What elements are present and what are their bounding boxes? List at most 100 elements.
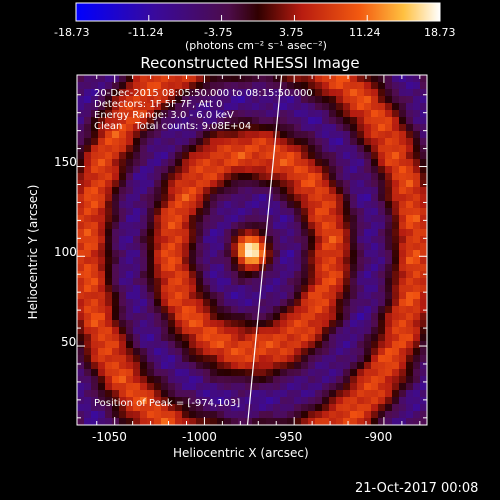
heatmap-cell — [385, 292, 393, 300]
heatmap-cell — [308, 159, 316, 167]
heatmap-cell — [287, 173, 295, 181]
heatmap-cell — [406, 201, 414, 209]
heatmap-cell — [147, 341, 155, 349]
heatmap-cell — [217, 131, 225, 139]
heatmap-cell — [77, 292, 85, 300]
heatmap-cell — [406, 82, 414, 90]
heatmap-cell — [364, 110, 372, 118]
heatmap-cell — [252, 236, 260, 244]
heatmap-cell — [119, 103, 127, 111]
heatmap-cell — [133, 173, 141, 181]
heatmap-cell — [140, 180, 148, 188]
heatmap-cell — [84, 285, 92, 293]
heatmap-cell — [210, 404, 218, 412]
heatmap-cell — [189, 166, 197, 174]
heatmap-cell — [119, 222, 127, 230]
heatmap-cell — [378, 89, 386, 97]
heatmap-cell — [98, 257, 106, 265]
heatmap-cell — [350, 397, 358, 405]
heatmap-cell — [350, 341, 358, 349]
heatmap-cell — [371, 110, 379, 118]
heatmap-cell — [357, 180, 365, 188]
heatmap-cell — [287, 257, 295, 265]
heatmap-cell — [385, 257, 393, 265]
heatmap-cell — [399, 334, 407, 342]
heatmap-cell — [308, 341, 316, 349]
heatmap-cell — [392, 292, 400, 300]
heatmap-cell — [280, 236, 288, 244]
heatmap-cell — [224, 390, 232, 398]
heatmap-cell — [385, 327, 393, 335]
heatmap-cell — [378, 362, 386, 370]
heatmap-cell — [175, 264, 183, 272]
heatmap-cell — [385, 411, 393, 419]
heatmap-cell — [350, 131, 358, 139]
heatmap-cell — [259, 96, 267, 104]
heatmap-cell — [294, 313, 302, 321]
heatmap-cell — [91, 166, 99, 174]
heatmap-cell — [224, 278, 232, 286]
heatmap-cell — [147, 159, 155, 167]
heatmap-cell — [329, 243, 337, 251]
heatmap-cell — [182, 362, 190, 370]
heatmap-cell — [343, 180, 351, 188]
heatmap-cell — [259, 411, 267, 419]
heatmap-cell — [301, 145, 309, 153]
heatmap-cell — [308, 348, 316, 356]
heatmap-cell — [126, 334, 134, 342]
heatmap-cell — [308, 229, 316, 237]
heatmap-cell — [133, 208, 141, 216]
heatmap-cell — [77, 180, 85, 188]
heatmap-cell — [105, 152, 113, 160]
heatmap-cell — [273, 194, 281, 202]
heatmap-cell — [294, 383, 302, 391]
heatmap-cell — [336, 376, 344, 384]
heatmap-cell — [364, 320, 372, 328]
heatmap-cell — [161, 404, 169, 412]
heatmap-cell — [154, 306, 162, 314]
heatmap-cell — [182, 320, 190, 328]
heatmap-cell — [140, 152, 148, 160]
heatmap-cell — [175, 117, 183, 125]
heatmap-cell — [126, 131, 134, 139]
heatmap-cell — [336, 222, 344, 230]
heatmap-cell — [343, 390, 351, 398]
heatmap-cell — [378, 397, 386, 405]
heatmap-cell — [224, 159, 232, 167]
heatmap-cell — [98, 117, 106, 125]
heatmap-cell — [413, 173, 421, 181]
heatmap-cell — [224, 215, 232, 223]
heatmap-cell — [287, 341, 295, 349]
heatmap-cell — [133, 152, 141, 160]
heatmap-cell — [203, 117, 211, 125]
heatmap-cell — [98, 250, 106, 258]
heatmap-cell — [273, 131, 281, 139]
heatmap-cell — [112, 117, 120, 125]
heatmap-cell — [329, 383, 337, 391]
heatmap-cell — [315, 208, 323, 216]
heatmap-cell — [385, 208, 393, 216]
heatmap-cell — [91, 306, 99, 314]
heatmap-cell — [252, 124, 260, 132]
heatmap-cell — [315, 376, 323, 384]
x-tick-label: -900 — [365, 430, 393, 444]
heatmap-cell — [238, 306, 246, 314]
heatmap-cell — [287, 397, 295, 405]
heatmap-cell — [336, 320, 344, 328]
heatmap-cell — [294, 124, 302, 132]
heatmap-cell — [231, 166, 239, 174]
heatmap-cell — [217, 145, 225, 153]
heatmap-cell — [238, 187, 246, 195]
heatmap-cell — [357, 187, 365, 195]
heatmap-cell — [147, 201, 155, 209]
heatmap-cell — [119, 341, 127, 349]
heatmap-cell — [91, 390, 99, 398]
colorbar-tick-label: 11.24 — [349, 26, 381, 39]
heatmap-cell — [196, 355, 204, 363]
heatmap-cell — [371, 390, 379, 398]
heatmap-cell — [140, 138, 148, 146]
heatmap-cell — [182, 243, 190, 251]
heatmap-cell — [189, 124, 197, 132]
heatmap-cell — [105, 138, 113, 146]
heatmap-cell — [175, 75, 183, 83]
